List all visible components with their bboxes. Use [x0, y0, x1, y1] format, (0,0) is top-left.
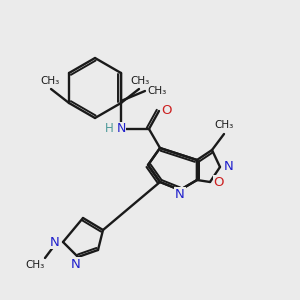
Text: N: N — [224, 160, 234, 173]
Text: CH₃: CH₃ — [147, 86, 167, 96]
Text: H: H — [105, 122, 113, 136]
Text: CH₃: CH₃ — [40, 76, 60, 86]
Text: CH₃: CH₃ — [214, 120, 234, 130]
Text: CH₃: CH₃ — [130, 76, 150, 86]
Text: N: N — [175, 188, 185, 200]
Text: O: O — [214, 176, 224, 188]
Text: CH₃: CH₃ — [26, 260, 45, 270]
Text: N: N — [50, 236, 60, 248]
Text: O: O — [162, 104, 172, 118]
Text: N: N — [116, 122, 126, 136]
Text: N: N — [71, 257, 81, 271]
